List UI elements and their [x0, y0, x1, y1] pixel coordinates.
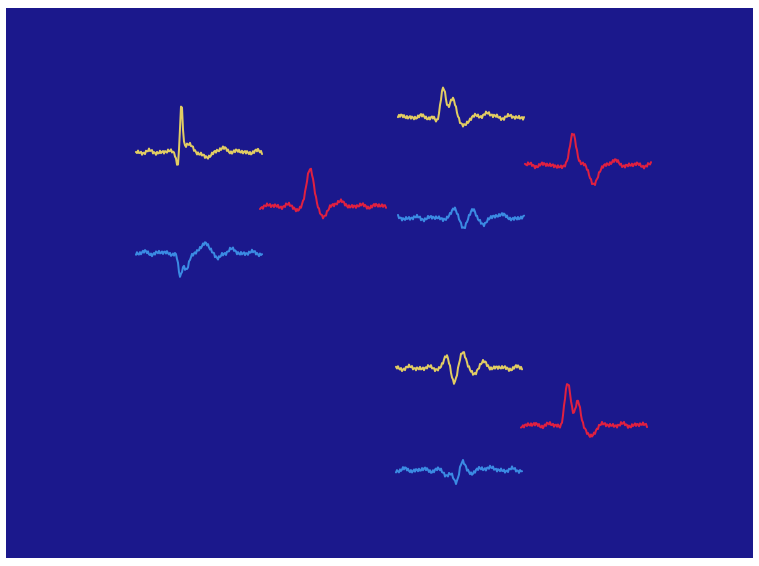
waveform — [524, 132, 652, 186]
waveform — [397, 206, 525, 230]
waveform — [520, 383, 648, 438]
background-panel — [6, 8, 753, 558]
waveform — [395, 351, 523, 385]
waveform — [135, 105, 263, 166]
waveform — [135, 241, 263, 278]
waveform — [397, 86, 525, 128]
waveform — [395, 459, 523, 485]
waveform — [259, 167, 387, 220]
